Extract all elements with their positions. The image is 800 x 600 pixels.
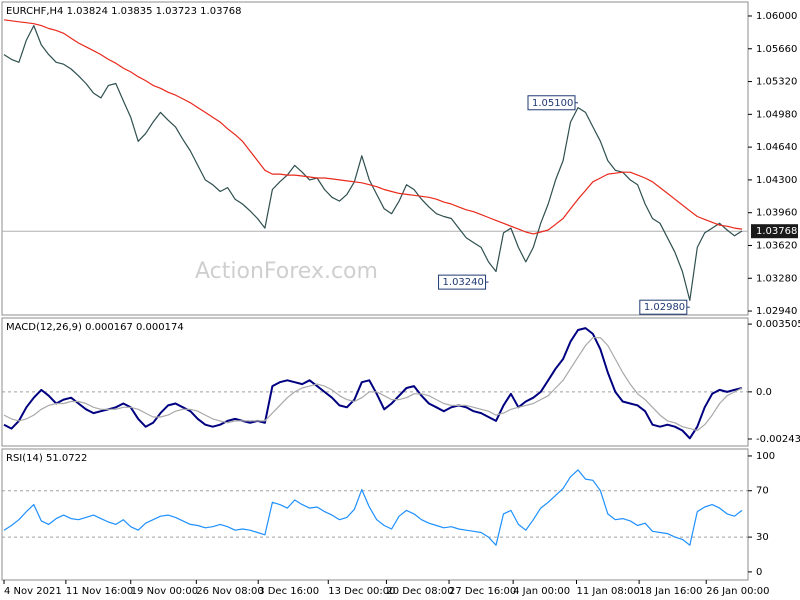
panel [1, 448, 749, 581]
annotation-label: 1.02980 [644, 302, 685, 313]
y-tick-label: 1.04300 [756, 175, 797, 186]
x-tick-label: 13 Dec 00:00 [328, 586, 395, 597]
panel-title: EURCHF,H4 1.03824 1.03835 1.03723 1.0376… [6, 6, 242, 17]
y-tick-label: 1.02940 [756, 306, 797, 317]
x-tick-label: 4 Nov 2021 [4, 586, 62, 597]
x-tick-label: 20 Dec 08:00 [386, 586, 453, 597]
panel-title: MACD(12,26,9) 0.000167 0.000174 [6, 322, 184, 333]
annotation-label: 1.05100 [532, 98, 573, 109]
annotation-box [527, 95, 576, 111]
series-line [3, 25, 743, 301]
y-tick-label: -0.002438 [756, 434, 800, 445]
y-tick-label: 1.03960 [756, 208, 797, 219]
last-price-box [751, 224, 798, 239]
y-tick-label: 1.03280 [756, 273, 797, 284]
x-tick-label: 11 Nov 16:00 [66, 586, 133, 597]
x-tick-label: 27 Dec 16:00 [449, 586, 516, 597]
y-tick-label: 0.003505 [756, 319, 800, 330]
x-tick-label: 4 Jan 00:00 [513, 586, 570, 597]
y-tick-label: 70 [756, 486, 769, 497]
annotation-label: 1.03240 [443, 277, 484, 288]
watermark: ActionForex.com [195, 259, 378, 284]
panel-title: RSI(14) 51.0722 [6, 453, 87, 464]
x-tick-label: 11 Jan 08:00 [577, 586, 640, 597]
x-tick-label: 19 Nov 00:00 [131, 586, 198, 597]
series-line [3, 337, 743, 432]
y-tick-label: 100 [756, 451, 775, 462]
x-tick-label: 26 Jan 00:00 [706, 586, 769, 597]
y-tick-label: 0 [756, 567, 762, 578]
y-tick-label: 0.0 [756, 387, 772, 398]
annotation-box [639, 299, 688, 315]
panel [1, 317, 749, 447]
y-tick-label: 1.04980 [756, 109, 797, 120]
y-tick-label: 1.05660 [756, 44, 797, 55]
panel [1, 1, 749, 316]
last-price-label: 1.03768 [756, 226, 797, 237]
x-tick-label: 18 Jan 16:00 [639, 586, 702, 597]
annotation-box [438, 274, 487, 290]
y-tick-label: 1.04640 [756, 142, 797, 153]
series-line [3, 469, 743, 546]
y-tick-label: 30 [756, 532, 769, 543]
y-tick-label: 1.03620 [756, 240, 797, 251]
x-tick-label: 3 Dec 16:00 [258, 586, 319, 597]
series-line [3, 19, 743, 235]
series-line [3, 327, 743, 440]
y-tick-label: 1.05320 [756, 77, 797, 88]
x-tick-label: 26 Nov 08:00 [196, 586, 263, 597]
y-tick-label: 1.06000 [756, 11, 797, 22]
